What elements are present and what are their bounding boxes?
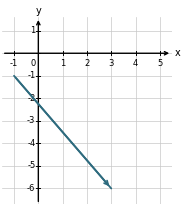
Text: -5: -5: [27, 161, 35, 170]
Text: 4: 4: [133, 59, 138, 68]
Text: 3: 3: [109, 59, 114, 68]
Text: -1: -1: [27, 71, 35, 80]
Text: x: x: [174, 48, 180, 58]
Text: y: y: [36, 6, 41, 16]
Text: -3: -3: [27, 116, 35, 125]
Text: -1: -1: [10, 59, 18, 68]
Text: 2: 2: [84, 59, 90, 68]
Text: -6: -6: [27, 184, 35, 193]
Text: 0: 0: [30, 59, 35, 68]
Text: -4: -4: [27, 139, 35, 148]
Text: 1: 1: [30, 26, 35, 35]
Text: 5: 5: [157, 59, 163, 68]
Text: -2: -2: [27, 94, 35, 103]
Text: 1: 1: [60, 59, 65, 68]
